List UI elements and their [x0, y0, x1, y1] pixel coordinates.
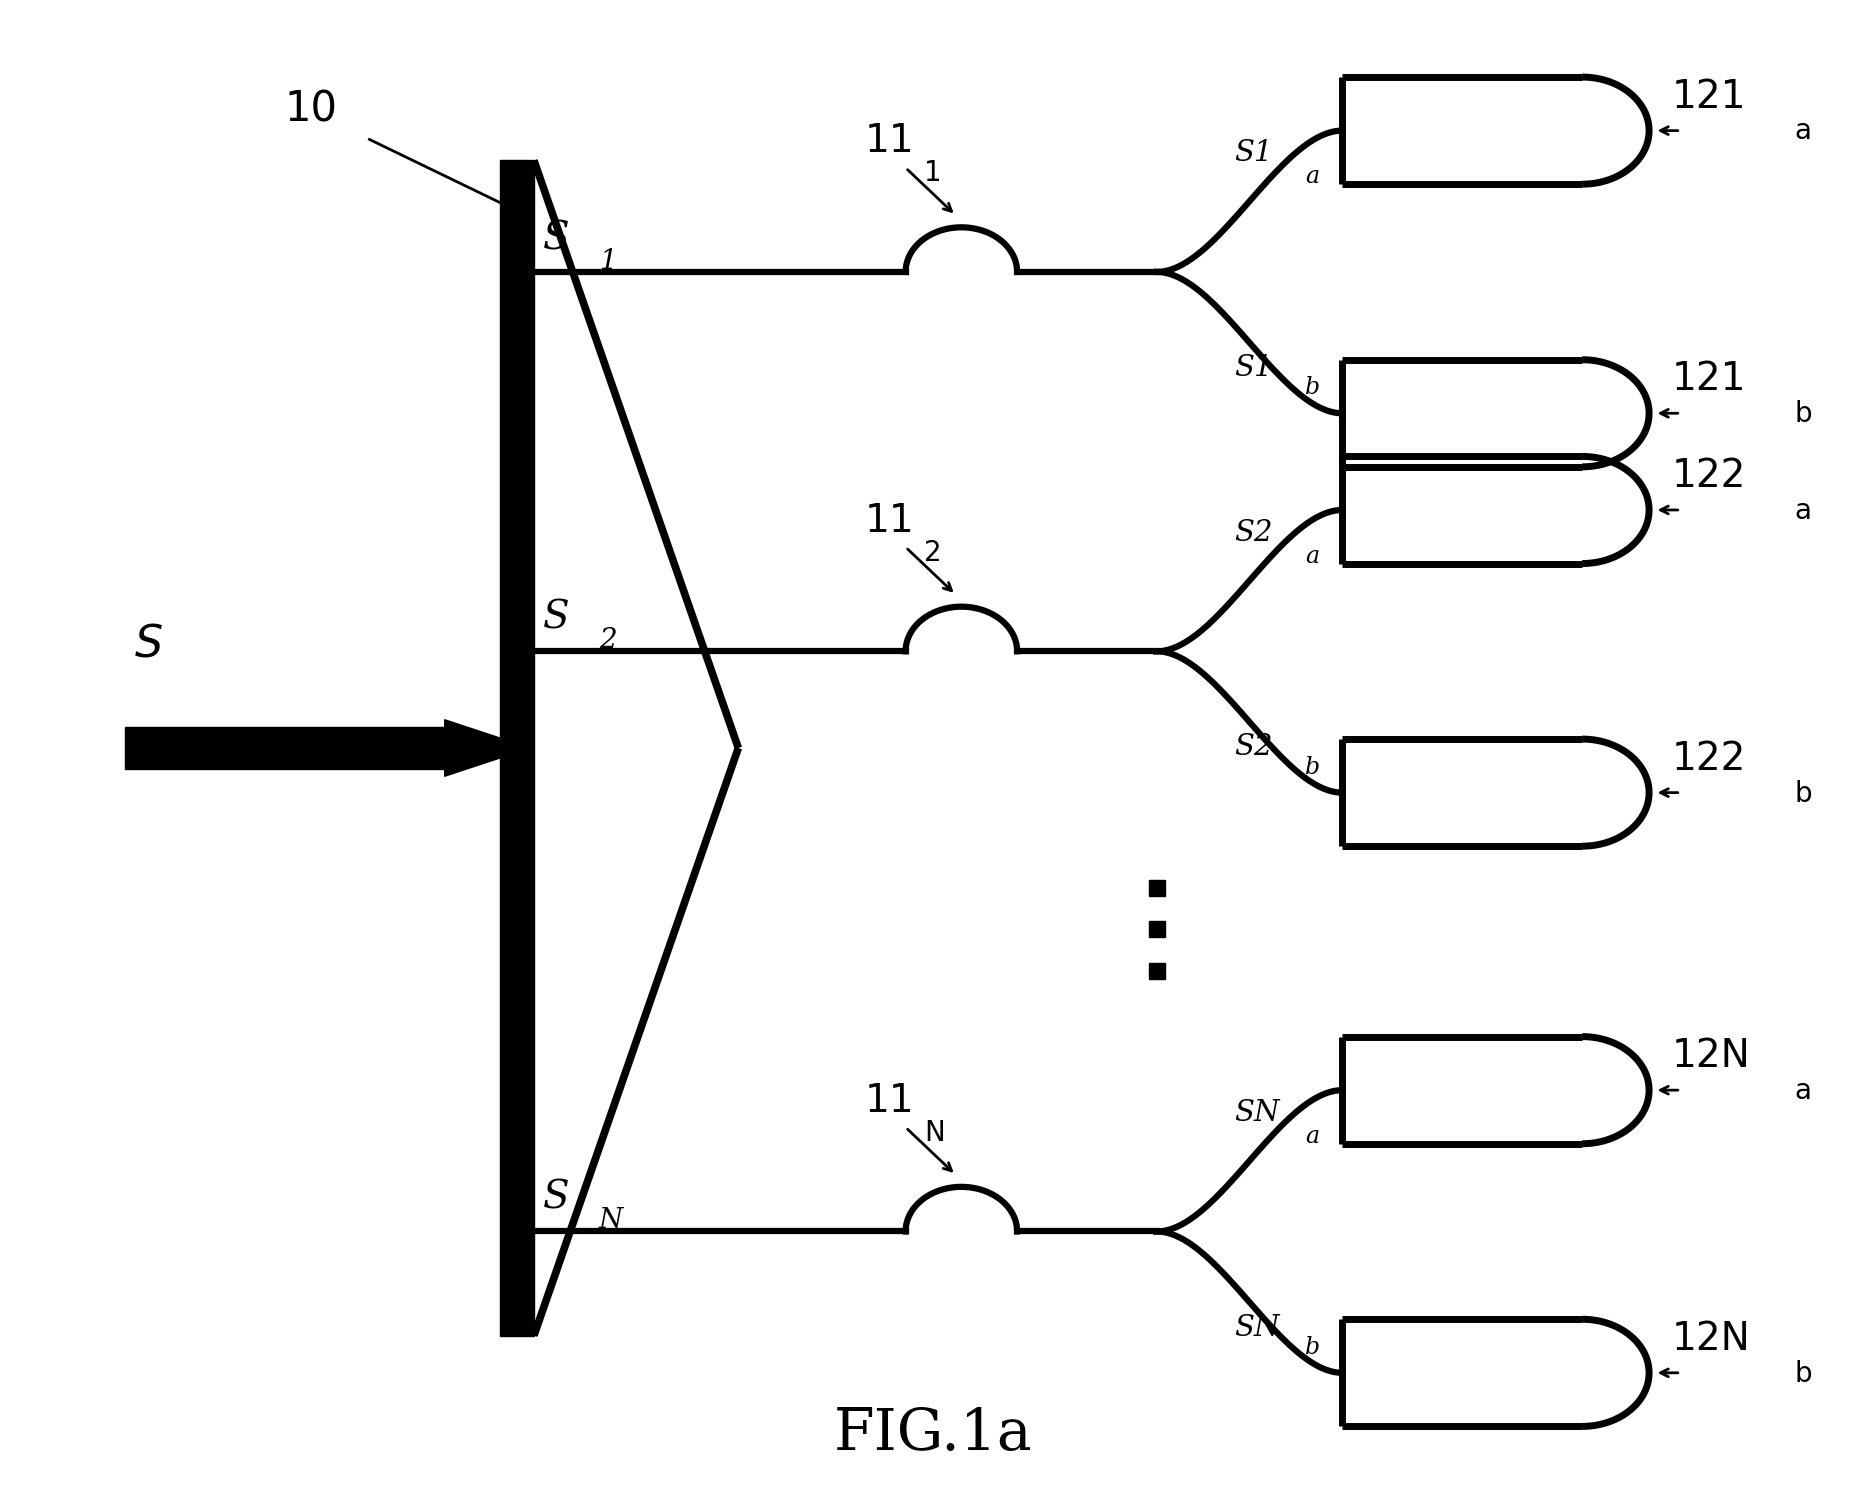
Text: 10: 10	[284, 88, 338, 130]
Text: S1: S1	[1234, 355, 1273, 381]
Text: 121: 121	[1671, 361, 1746, 398]
Text: N: N	[924, 1119, 945, 1147]
Polygon shape	[500, 160, 534, 1336]
Text: a: a	[1305, 545, 1320, 567]
Text: 11: 11	[864, 123, 915, 160]
Text: S2: S2	[1234, 519, 1273, 548]
Text: S2: S2	[1234, 733, 1273, 761]
Text: 12N: 12N	[1671, 1319, 1749, 1358]
Text: SN: SN	[1234, 1100, 1281, 1126]
Text: 2: 2	[599, 627, 616, 654]
Text: 11: 11	[864, 1082, 915, 1121]
Text: a: a	[1305, 1125, 1320, 1147]
Text: S: S	[134, 624, 162, 666]
Text: SN: SN	[1234, 1313, 1281, 1342]
Text: a: a	[1794, 118, 1811, 145]
Text: S: S	[543, 220, 569, 257]
Text: N: N	[599, 1207, 624, 1234]
Text: 1: 1	[924, 159, 941, 187]
Text: 12N: 12N	[1671, 1037, 1749, 1076]
Text: a: a	[1305, 165, 1320, 188]
Text: b: b	[1305, 377, 1320, 399]
Text: b: b	[1305, 755, 1320, 779]
Text: b: b	[1794, 1360, 1811, 1388]
Text: S: S	[543, 1180, 569, 1216]
Text: b: b	[1794, 399, 1811, 428]
Text: a: a	[1794, 1077, 1811, 1106]
Text: 2: 2	[924, 539, 941, 567]
Text: b: b	[1794, 779, 1811, 808]
Text: 1: 1	[599, 248, 616, 275]
Text: S1: S1	[1234, 139, 1273, 168]
Text: a: a	[1794, 497, 1811, 525]
Text: 122: 122	[1671, 739, 1746, 778]
Text: 121: 121	[1671, 78, 1746, 115]
Text: b: b	[1305, 1336, 1320, 1358]
Polygon shape	[444, 720, 530, 776]
Polygon shape	[125, 727, 446, 769]
Text: 11: 11	[864, 501, 915, 540]
Text: FIG.1a: FIG.1a	[835, 1406, 1032, 1462]
Text: S: S	[543, 600, 569, 636]
Text: 122: 122	[1671, 458, 1746, 495]
